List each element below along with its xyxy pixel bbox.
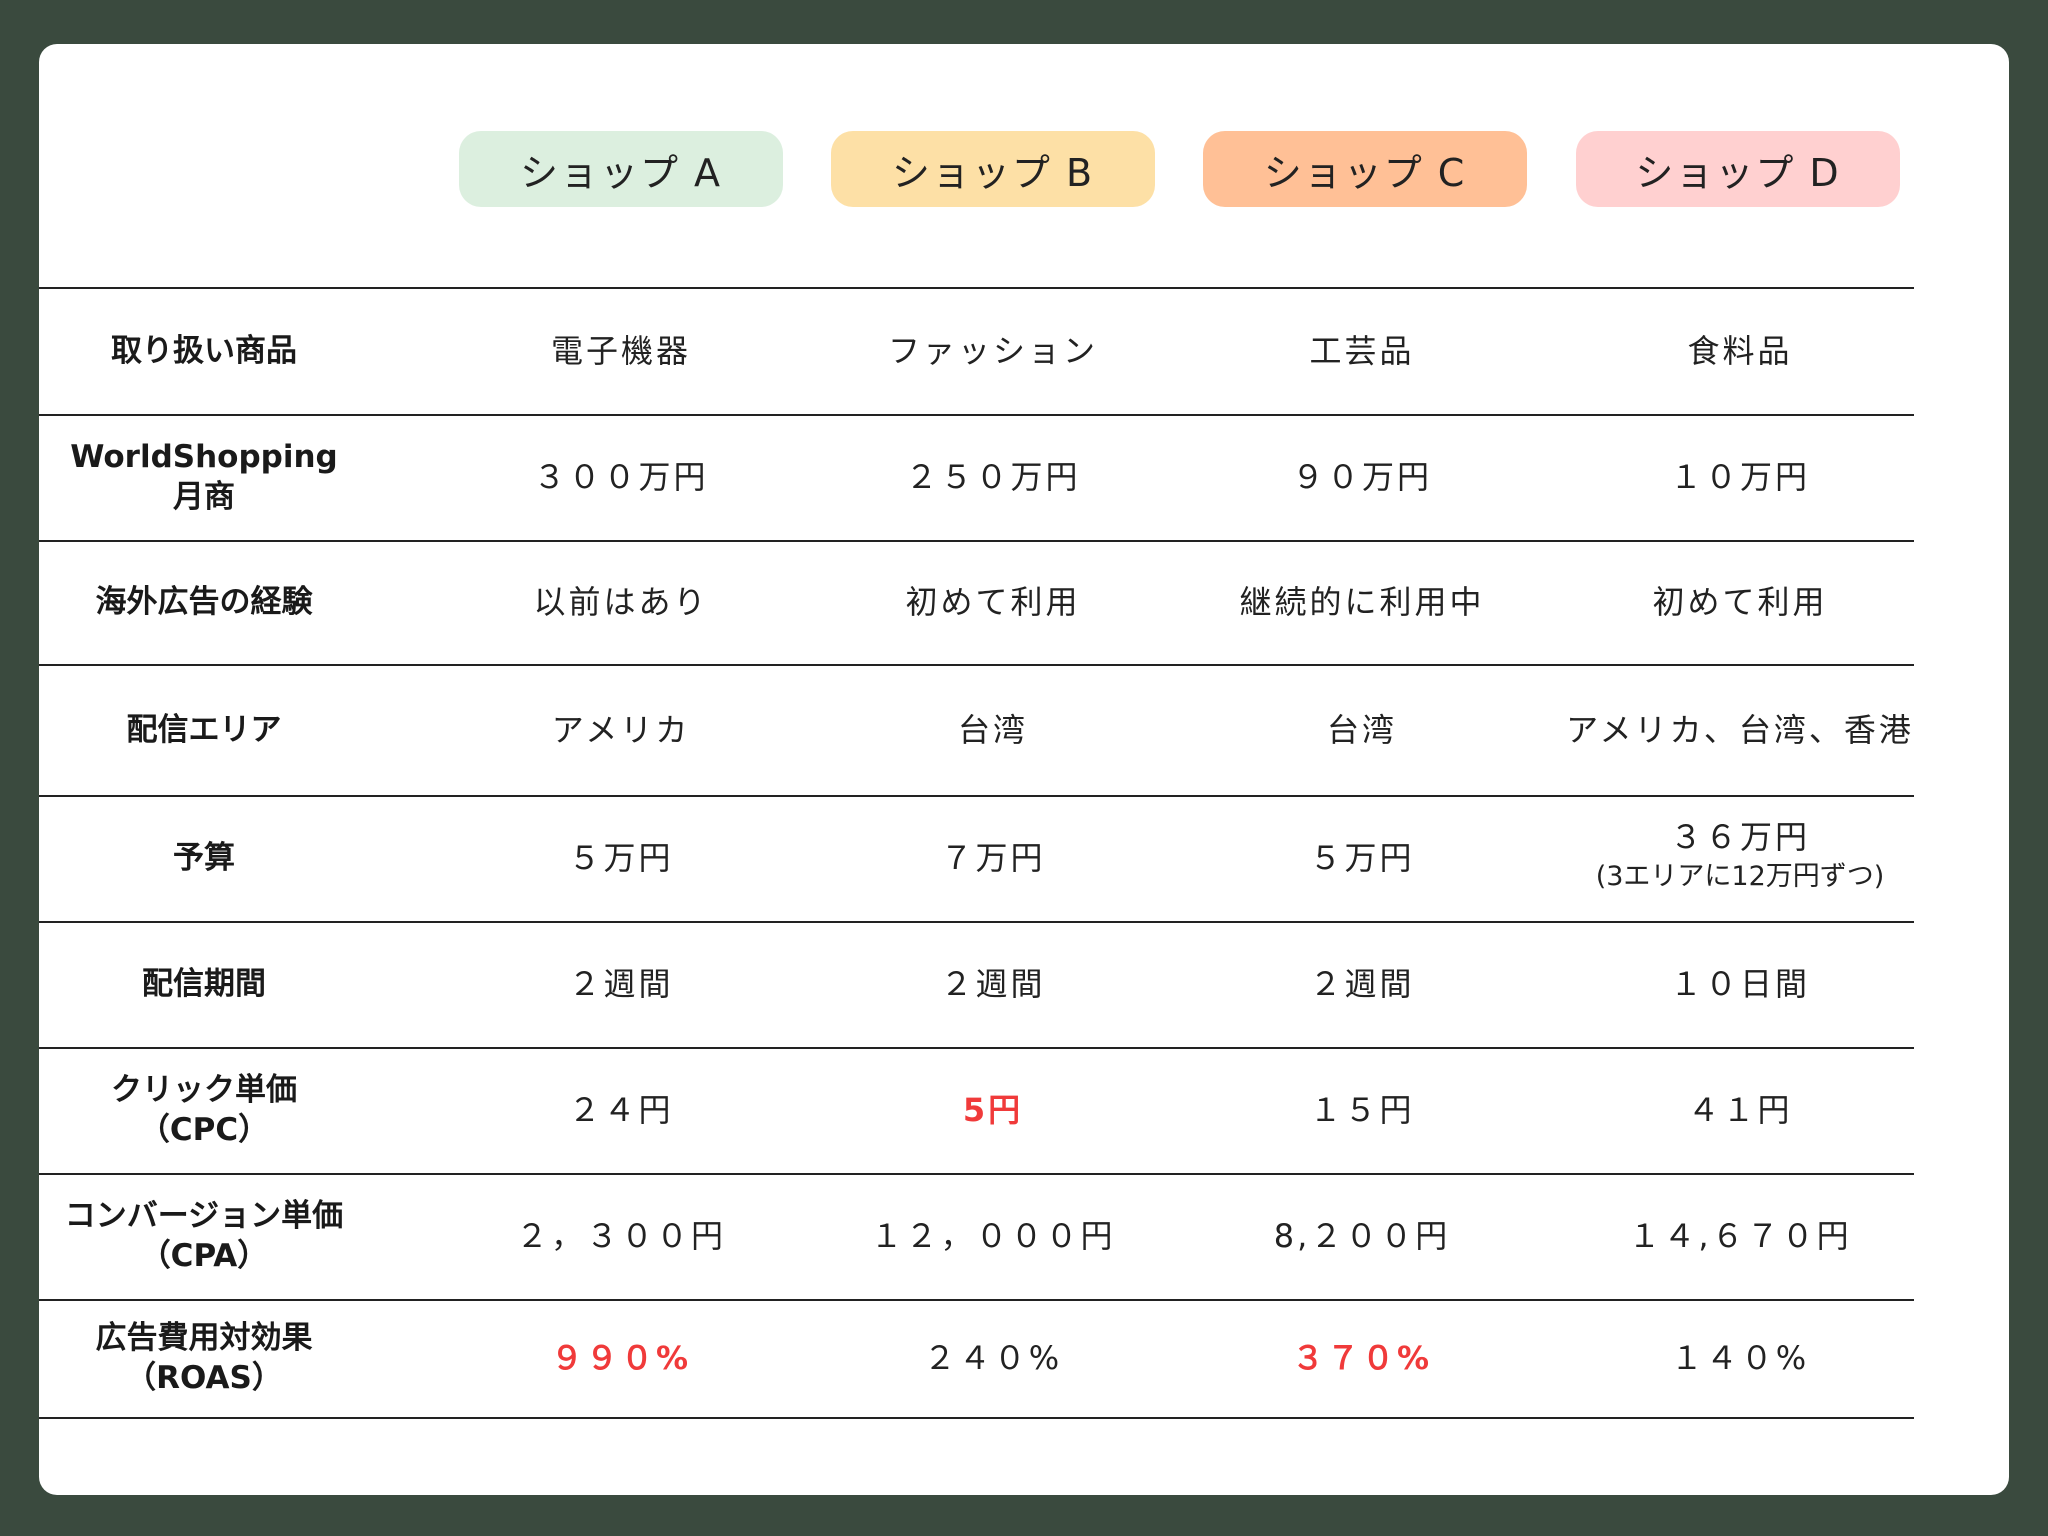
table-row: WorldShopping 月商	[39, 414, 1914, 540]
row-label: コンバージョン単価 （CPA）	[64, 1198, 344, 1274]
row-label: 海外広告の経験	[95, 584, 313, 620]
table-cell: 初めて利用	[1652, 583, 1828, 621]
table-cell: １５円	[1309, 1091, 1415, 1129]
row-divider	[39, 1299, 1914, 1301]
row-divider	[39, 414, 1914, 416]
comparison-card	[39, 44, 2009, 1495]
table-cell: ４１円	[1687, 1091, 1793, 1129]
table-cell: ２週間	[940, 965, 1046, 1003]
table-cell: ２４円	[568, 1091, 674, 1129]
table-cell: 以前はあり	[533, 583, 709, 621]
table-row: 海外広告の経験	[39, 540, 1914, 664]
table-cell: １２，０００円	[870, 1217, 1116, 1255]
table-cell: ９０万円	[1291, 458, 1433, 496]
table-row: 配信エリア	[39, 664, 1914, 795]
row-divider	[39, 287, 1914, 289]
table-cell: 初めて利用	[905, 583, 1081, 621]
table-cell: ２，３００円	[515, 1217, 727, 1255]
table-row: クリック単価 （CPC）	[39, 1047, 1914, 1173]
row-label: 広告費用対効果 （ROAS）	[95, 1320, 313, 1396]
table-row: 取り扱い商品	[39, 287, 1914, 414]
row-label: 配信期間	[142, 966, 266, 1002]
shop-c-header: ショップ C	[1203, 131, 1527, 207]
table-cell: ７万円	[940, 839, 1046, 877]
table-cell: １４０%	[1670, 1339, 1810, 1377]
table-row: 広告費用対効果 （ROAS）	[39, 1299, 1914, 1417]
table-cell: ３６万円 (3エリアに12万円ずつ)	[1596, 817, 1885, 897]
table-row: 予算	[39, 795, 1914, 921]
row-divider	[39, 795, 1914, 797]
row-divider	[39, 921, 1914, 923]
table-cell: 台湾	[1326, 710, 1398, 749]
table-cell: 工芸品	[1309, 331, 1415, 370]
table-cell: 5円	[962, 1091, 1024, 1129]
row-label: 取り扱い商品	[111, 332, 297, 369]
table-cell: ２週間	[568, 965, 674, 1003]
table-cell: ３７０%	[1291, 1339, 1433, 1377]
table-cell: ２４０%	[923, 1339, 1063, 1377]
table-cell: 8,２００円	[1273, 1217, 1451, 1255]
table-cell: 台湾	[957, 710, 1029, 749]
table-cell: ２週間	[1309, 965, 1415, 1003]
row-divider	[39, 664, 1914, 666]
table-cell: アメリカ	[551, 710, 691, 749]
shop-a-header: ショップ A	[459, 131, 783, 207]
row-label: 予算	[173, 840, 235, 876]
table-cell: ９９０%	[550, 1339, 692, 1377]
budget-note: (3エリアに12万円ずつ)	[1595, 861, 1885, 892]
table-cell: １０万円	[1669, 458, 1811, 496]
table-cell: ファッション	[887, 331, 1099, 370]
table-cell: アメリカ、台湾、香港	[1566, 710, 1914, 749]
table-cell: ３００万円	[533, 458, 709, 496]
table-row: 配信期間	[39, 921, 1914, 1047]
table-cell: 電子機器	[550, 331, 692, 370]
table-cell: ５万円	[1309, 839, 1415, 877]
row-label: クリック単価 （CPC）	[111, 1072, 297, 1148]
table-row: コンバージョン単価 （CPA）	[39, 1173, 1914, 1299]
row-divider	[39, 1417, 1914, 1419]
table-cell: ５万円	[568, 839, 674, 877]
shop-d-header: ショップ D	[1576, 131, 1900, 207]
table-cell: １４,６７０円	[1628, 1217, 1852, 1255]
row-divider	[39, 1173, 1914, 1175]
shop-b-header: ショップ B	[831, 131, 1155, 207]
row-divider	[39, 540, 1914, 542]
table-cell: 食料品	[1687, 331, 1793, 370]
row-label: 配信エリア	[126, 711, 282, 748]
table-cell: ２５０万円	[905, 458, 1081, 496]
table-cell: 継続的に利用中	[1239, 583, 1485, 621]
row-divider	[39, 1047, 1914, 1049]
table-cell: １０日間	[1669, 965, 1811, 1003]
row-label: WorldShopping 月商	[70, 439, 338, 515]
